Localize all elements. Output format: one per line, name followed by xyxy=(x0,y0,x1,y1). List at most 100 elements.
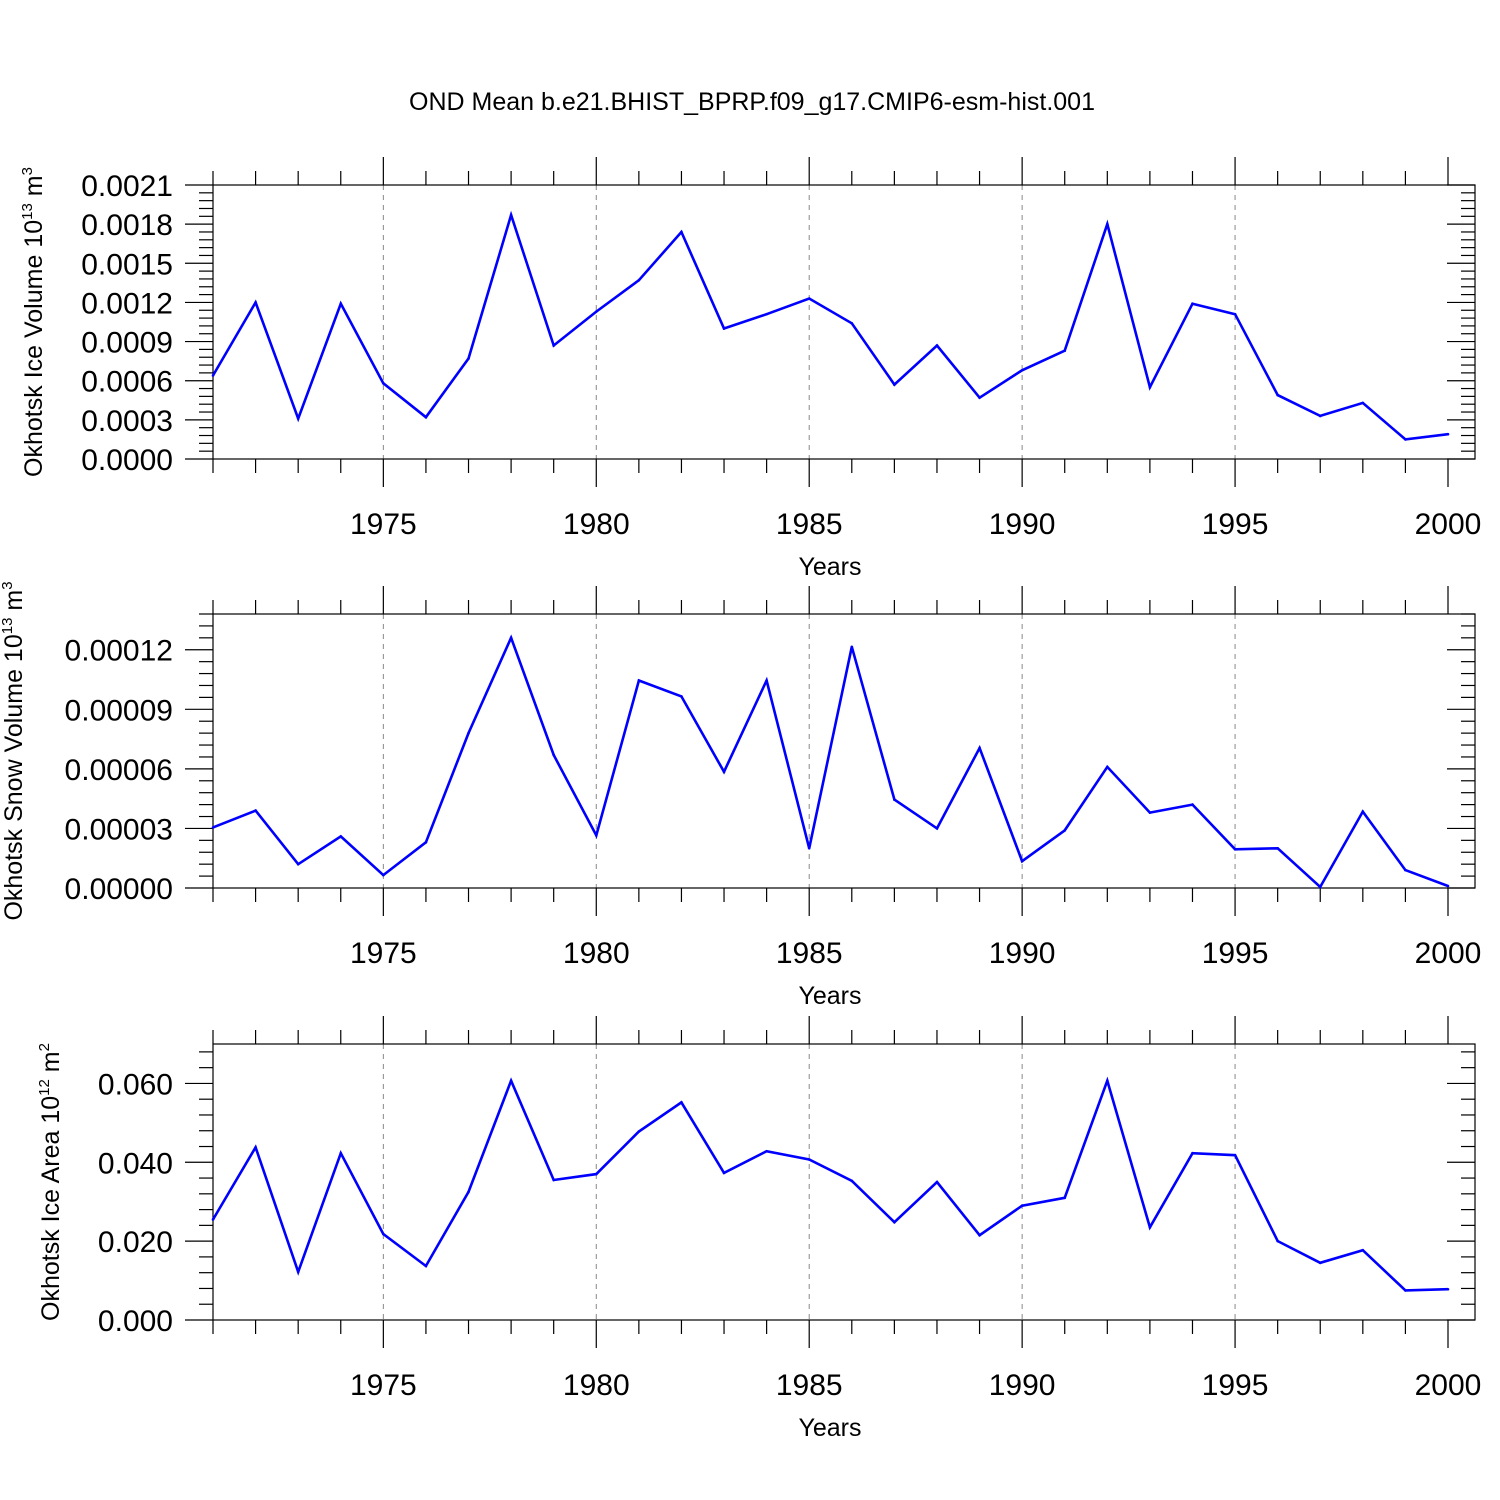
y-axis-label: Okhotsk Snow Volume 1013 m3 xyxy=(0,581,28,920)
data-point xyxy=(850,645,854,649)
data-point xyxy=(680,695,683,698)
y-axis-label: Okhotsk Ice Area 1012 m2 xyxy=(36,1043,65,1321)
chart-title: OND Mean b.e21.BHIST_BPRP.f09_g17.CMIP6-… xyxy=(409,88,1095,116)
data-point xyxy=(680,230,683,234)
data-point xyxy=(680,1101,683,1104)
data-point xyxy=(509,636,513,640)
data-point xyxy=(1233,847,1237,851)
x-tick-label: 2000 xyxy=(1415,508,1482,541)
y-axis-label: Okhotsk Ice Volume 1013 m3 xyxy=(19,167,48,477)
series-line xyxy=(211,210,1449,441)
y-tick-label: 0.00012 xyxy=(65,635,173,668)
series-line xyxy=(212,634,1449,890)
y-tick-label: 0.00000 xyxy=(65,873,173,906)
data-point xyxy=(978,746,981,750)
data-point xyxy=(339,1151,343,1155)
data-point xyxy=(254,301,257,304)
y-tick-label: 0.0015 xyxy=(81,248,173,281)
data-point xyxy=(722,327,726,330)
data-point xyxy=(765,679,768,682)
data-point xyxy=(935,344,939,347)
x-tick-label: 1975 xyxy=(350,937,417,970)
y-tick-label: 0.060 xyxy=(98,1068,173,1101)
data-point xyxy=(594,1172,598,1176)
x-tick-label: 1985 xyxy=(776,937,843,970)
data-point xyxy=(1191,302,1194,306)
data-point xyxy=(893,798,896,801)
data-point xyxy=(1148,811,1152,814)
data-point xyxy=(1318,885,1322,889)
y-axis-label-exponent: 13 xyxy=(19,203,36,220)
y-axis-label-text: Okhotsk Snow Volume 10 xyxy=(0,634,28,920)
data-point xyxy=(552,1178,555,1182)
y-tick-label: 0.0018 xyxy=(81,209,173,242)
data-point xyxy=(211,1218,215,1221)
data-point xyxy=(1191,1151,1194,1155)
data-point xyxy=(850,1179,854,1183)
x-tick-label: 1990 xyxy=(989,937,1056,970)
data-point xyxy=(935,1180,939,1184)
data-point xyxy=(1318,1261,1322,1265)
y-tick-label: 0.0000 xyxy=(81,444,173,477)
data-point xyxy=(1063,349,1067,353)
data-point xyxy=(552,344,555,347)
data-point xyxy=(1404,1289,1407,1292)
y-tick-label: 0.0021 xyxy=(81,170,173,203)
data-point xyxy=(1446,884,1450,888)
data-point xyxy=(296,417,300,420)
data-point xyxy=(424,841,428,844)
panel-3: 1975 1980 1985 1990 1995 2000 0.000 0.020 0.040 0… xyxy=(36,1016,1481,1442)
x-tick-label: 2000 xyxy=(1415,1369,1482,1402)
data-point xyxy=(382,873,385,877)
data-point xyxy=(1446,432,1450,436)
data-point xyxy=(1106,1079,1109,1082)
data-point xyxy=(1318,414,1322,418)
x-tick-label: 1990 xyxy=(989,1369,1056,1402)
data-point xyxy=(254,1146,257,1149)
data-point xyxy=(296,1270,300,1274)
data-point xyxy=(978,1233,981,1237)
panel-1: 1975 1980 1985 1990 1995 2000 0.0000 0.0003 0.00… xyxy=(19,157,1481,581)
data-point xyxy=(1148,1226,1152,1229)
data-point xyxy=(254,809,257,812)
plot-frame xyxy=(212,613,1476,889)
data-point xyxy=(807,1158,811,1161)
data-point xyxy=(893,383,896,386)
x-tick-label: 1990 xyxy=(989,508,1056,541)
y-tick-label: 0.0006 xyxy=(81,366,173,399)
data-point xyxy=(424,415,428,419)
y-tick-label: 0.020 xyxy=(98,1226,173,1259)
data-point xyxy=(978,396,981,399)
y-tick-label: 0.00003 xyxy=(65,813,173,846)
data-point xyxy=(1361,810,1365,813)
data-point xyxy=(1106,222,1109,226)
y-tick-label: 0.000 xyxy=(98,1305,173,1338)
data-point xyxy=(637,278,641,282)
x-tick-label: 1995 xyxy=(1202,508,1269,541)
data-point xyxy=(1020,1204,1024,1207)
data-point xyxy=(594,834,598,837)
y-axis-label-unit-exponent: 3 xyxy=(0,581,16,589)
data-point xyxy=(1404,438,1407,441)
data-point xyxy=(509,213,513,217)
data-point xyxy=(1063,1196,1067,1200)
y-tick-label: 0.040 xyxy=(98,1147,173,1180)
data-point xyxy=(1404,868,1407,872)
data-point xyxy=(765,312,768,316)
y-tick-label: 0.00009 xyxy=(65,694,173,727)
x-axis-label: Years xyxy=(798,553,861,581)
data-point xyxy=(339,835,343,838)
y-axis-label-text: Okhotsk Ice Volume 10 xyxy=(20,220,48,477)
x-axis-label: Years xyxy=(798,1414,861,1442)
x-tick-label: 1975 xyxy=(350,508,417,541)
data-point xyxy=(1191,803,1194,806)
data-point xyxy=(935,827,939,830)
y-axis-label-unit: m xyxy=(20,175,48,203)
data-point xyxy=(211,826,215,829)
x-tick-label: 2000 xyxy=(1415,937,1482,970)
y-tick-label: 0.0012 xyxy=(81,287,173,320)
data-point xyxy=(1148,385,1152,389)
data-point xyxy=(1276,846,1279,850)
y-axis-label-unit: m xyxy=(37,1051,65,1079)
